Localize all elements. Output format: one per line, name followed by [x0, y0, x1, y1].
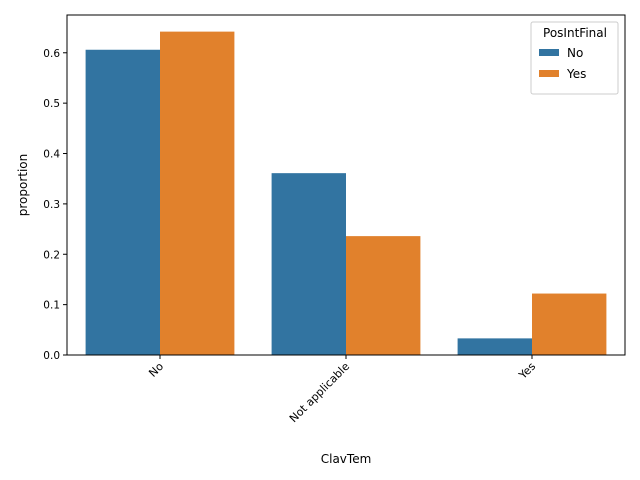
x-axis: No Not applicable Yes: [146, 355, 538, 425]
legend-label-yes: Yes: [566, 67, 586, 81]
bar-not-applicable-yes: [346, 236, 421, 355]
y-tick-label: 0.3: [43, 199, 60, 211]
legend-label-no: No: [567, 46, 583, 60]
legend-title: PosIntFinal: [543, 26, 607, 40]
bar-yes-no: [457, 338, 532, 355]
plot-frame: [66, 14, 626, 356]
legend-swatch-yes: [539, 70, 559, 77]
legend-swatch-no: [539, 49, 559, 56]
y-tick-label: 0.6: [43, 48, 60, 60]
y-tick-label: 0.1: [43, 300, 60, 312]
x-tick-label: Not applicable: [287, 360, 352, 425]
y-axis-label: proportion: [16, 154, 30, 217]
x-axis-label: ClavTem: [321, 452, 372, 466]
y-tick-label: 0.5: [43, 98, 60, 110]
legend: PosIntFinal No Yes: [530, 21, 619, 95]
bars-layer: [85, 31, 607, 355]
bar-yes-yes: [532, 293, 607, 355]
bar-no-no: [85, 49, 160, 355]
y-tick-label: 0.0: [43, 350, 60, 362]
y-tick-label: 0.2: [43, 249, 60, 261]
x-tick-label: No: [146, 360, 166, 380]
bar-no-yes: [160, 31, 235, 355]
y-axis: 0.0 0.1 0.2 0.3 0.4 0.5 0.6: [43, 48, 67, 362]
y-tick-label: 0.4: [43, 149, 60, 161]
bar-not-applicable-no: [271, 173, 346, 355]
x-tick-label: Yes: [516, 360, 539, 383]
